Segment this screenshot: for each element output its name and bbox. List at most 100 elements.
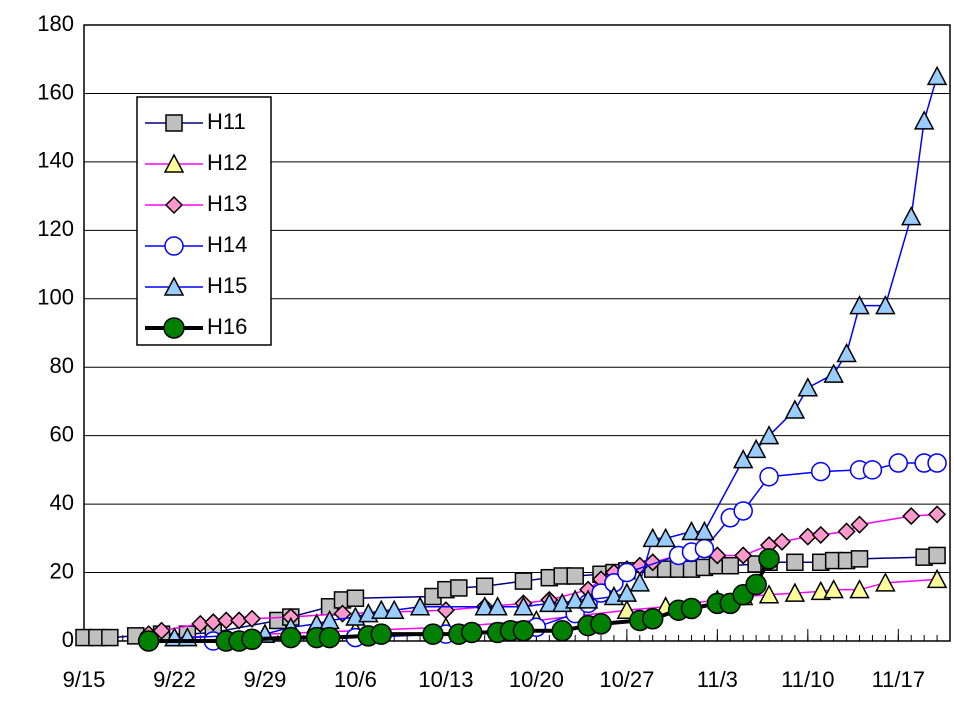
point — [512, 619, 535, 642]
point — [629, 572, 651, 592]
point — [759, 466, 779, 487]
point — [758, 584, 780, 604]
point — [849, 579, 870, 599]
y-tick-label: 20 — [50, 558, 74, 583]
point — [836, 342, 857, 363]
point — [928, 505, 947, 524]
point — [875, 295, 896, 315]
point — [475, 577, 494, 595]
point — [900, 206, 922, 226]
point — [926, 568, 948, 589]
legend-marker — [165, 114, 183, 132]
point — [721, 556, 740, 575]
x-tick-label: 10/13 — [418, 667, 473, 692]
point — [461, 621, 483, 644]
legend-label: H12 — [207, 150, 247, 175]
point — [784, 582, 806, 602]
point — [902, 507, 921, 526]
point — [577, 589, 599, 609]
point — [850, 550, 869, 568]
point — [487, 596, 508, 616]
point — [217, 611, 236, 630]
point — [926, 65, 948, 86]
y-tick-label: 0 — [62, 627, 74, 652]
point — [564, 589, 586, 609]
point — [849, 295, 870, 315]
x-tick-label: 10/20 — [509, 667, 564, 692]
x-tick-label: 10/6 — [334, 667, 377, 692]
point — [786, 553, 804, 572]
x-tick-label: 9/15 — [63, 667, 106, 692]
legend-marker — [164, 195, 184, 215]
x-tick-label: 9/29 — [244, 667, 287, 692]
point — [371, 599, 392, 619]
point — [811, 525, 830, 544]
point — [474, 596, 495, 616]
point — [772, 532, 792, 551]
point — [280, 626, 302, 649]
point — [784, 399, 806, 419]
x-tick-label: 10/27 — [599, 667, 654, 692]
point — [643, 553, 662, 572]
point — [152, 621, 171, 640]
point — [242, 609, 262, 628]
point — [745, 573, 767, 596]
point — [370, 623, 393, 645]
legend-label: H15 — [207, 273, 247, 298]
point — [539, 592, 560, 613]
point — [928, 546, 946, 565]
x-tick-label: 9/22 — [153, 667, 196, 692]
point — [913, 110, 935, 130]
y-tick-label: 80 — [50, 353, 74, 378]
x-tick-label: 11/3 — [697, 667, 738, 692]
legend-marker — [163, 317, 185, 339]
legend-label: H14 — [207, 232, 247, 257]
point — [758, 548, 780, 570]
point — [551, 619, 573, 642]
y-tick-label: 160 — [37, 79, 74, 104]
point — [875, 572, 896, 592]
point — [823, 363, 844, 383]
y-tick-label: 40 — [50, 490, 74, 515]
point — [681, 520, 702, 541]
point — [450, 579, 468, 597]
point — [745, 438, 767, 459]
legend-label: H13 — [207, 191, 247, 216]
legend-marker — [164, 236, 184, 256]
point — [318, 626, 341, 649]
legend-marker — [163, 153, 185, 173]
point — [590, 613, 612, 635]
point — [680, 597, 703, 620]
point — [927, 453, 947, 473]
point — [513, 596, 534, 616]
point — [823, 579, 844, 599]
point — [616, 582, 638, 602]
point — [694, 520, 715, 541]
point — [617, 562, 637, 583]
point — [641, 608, 664, 630]
point — [346, 589, 365, 607]
point — [810, 461, 831, 482]
point — [241, 628, 263, 651]
point — [383, 599, 405, 619]
y-tick-label: 140 — [37, 148, 74, 173]
point — [758, 425, 780, 445]
point — [850, 515, 869, 534]
y-tick-label: 60 — [50, 421, 74, 446]
point — [734, 546, 753, 565]
point — [566, 567, 584, 585]
point — [514, 572, 533, 590]
point — [797, 377, 819, 397]
point — [694, 538, 715, 559]
legend — [136, 96, 272, 346]
y-tick-label: 180 — [37, 11, 74, 36]
point — [422, 623, 444, 645]
x-tick-label: 11/10 — [781, 667, 834, 692]
legend-label: H16 — [207, 314, 247, 339]
x-tick-label: 11/17 — [872, 667, 925, 692]
point — [888, 453, 909, 473]
point — [733, 501, 753, 521]
point — [862, 460, 883, 480]
point — [732, 449, 754, 469]
